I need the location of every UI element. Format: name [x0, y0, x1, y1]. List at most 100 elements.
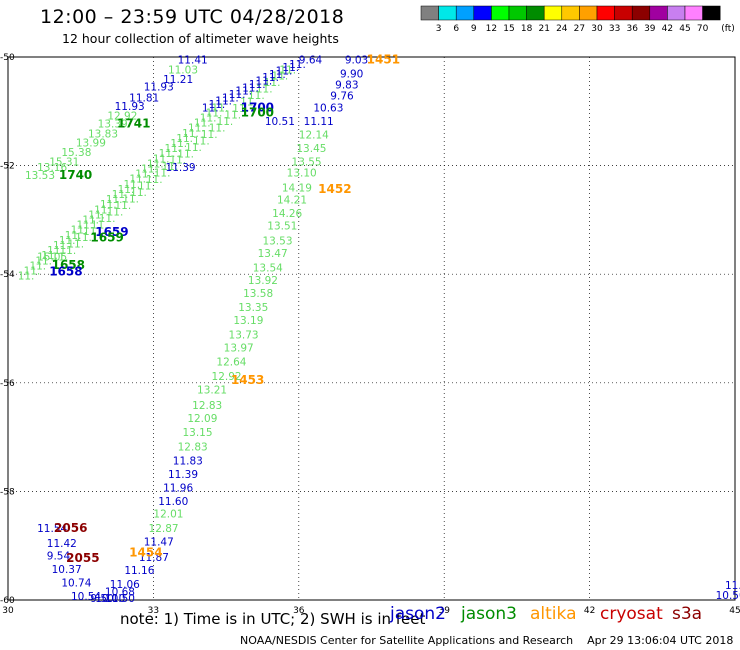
track-mark: 11.: [114, 200, 131, 212]
lon-tick-label: 45: [729, 606, 740, 616]
swh-label: 13.21: [197, 385, 227, 397]
track-mark: 11.: [88, 209, 105, 221]
swh-label: 12.83: [178, 442, 208, 454]
lat-tick-label: -56: [0, 379, 15, 389]
track-mark: 11.: [165, 143, 182, 155]
track-mark: 11.: [240, 97, 257, 109]
track-mark: 11.: [224, 110, 241, 122]
swh-label: 11.21: [163, 74, 193, 86]
time-label: 1454: [129, 546, 162, 560]
track-mark: 11.: [222, 92, 239, 104]
track-mark: 11.: [75, 232, 92, 244]
swh-label: 10.50: [105, 593, 135, 605]
lat-tick-label: -54: [0, 270, 15, 280]
lat-tick-label: -60: [0, 596, 15, 606]
lon-tick-label: 30: [2, 606, 14, 616]
satellite-s3a: s3a: [672, 604, 703, 624]
swh-label: 11.16: [124, 565, 154, 577]
swh-label: 11.54: [37, 523, 67, 535]
track-mark: 11.: [200, 113, 217, 125]
altimeter-map: 30 33 36 39 42 45-50-52-54-56-58-6011.11.11.1…: [0, 53, 740, 616]
track-mark: 11.: [129, 174, 146, 186]
track-mark: 11.: [206, 107, 223, 119]
swh-label: 11.11: [304, 116, 334, 128]
time-label: 1700: [241, 106, 274, 120]
legend-tick: 27: [574, 24, 585, 34]
track-mark: 11.: [76, 220, 93, 232]
swh-label: 11.96: [163, 482, 193, 494]
track-mark: 11.: [47, 245, 64, 257]
swh-label: 13.97: [224, 342, 254, 354]
legend-tick: 3: [436, 24, 442, 34]
lat-tick-label: -52: [0, 162, 15, 172]
swh-label: 11.87: [139, 552, 169, 564]
time-label: 1658: [52, 258, 85, 272]
track-mark: 11.: [229, 89, 246, 101]
swh-label: 12.92: [212, 371, 242, 383]
swh-label: 11.42: [47, 538, 77, 550]
swh-label: 13.10: [287, 167, 317, 179]
legend-swatch: [702, 5, 721, 21]
track-mark: 11.: [35, 255, 52, 267]
legend-tick: 12: [486, 24, 497, 34]
swh-label: 11.41: [178, 55, 208, 67]
track-mark: 11.: [262, 72, 279, 84]
legend-tick: 70: [697, 24, 709, 34]
swh-label: 10.54: [71, 591, 101, 603]
lon-tick-label: 36: [293, 606, 305, 616]
track-mark: 11.: [159, 148, 176, 160]
swh-label: 13.73: [229, 329, 259, 341]
swh-label: 10.68: [105, 587, 135, 599]
swh-label: 12.09: [187, 413, 217, 425]
swh-label: 11.81: [129, 93, 159, 105]
swh-label: 14.21: [277, 195, 307, 207]
track-mark: 11.: [202, 102, 219, 114]
swh-label: 9.76: [330, 90, 354, 102]
swh-label: 10.37: [52, 564, 82, 576]
time-label: 1453: [231, 373, 264, 387]
track-mark: 11.: [52, 252, 69, 264]
page-subtitle: 12 hour collection of altimeter wave hei…: [62, 31, 339, 46]
swh-label: 13.39: [98, 119, 128, 131]
track-mark: 11.: [212, 102, 229, 114]
track-mark: 11.: [82, 215, 99, 227]
swh-label: 13.51: [267, 221, 297, 233]
swh-label: 11.83: [173, 455, 203, 467]
track-mark: 11.: [177, 148, 194, 160]
time-label: 1452: [318, 182, 351, 196]
swh-label: 11.06: [110, 579, 140, 591]
swh-label: 9.64: [299, 55, 323, 67]
swh-label: 11.60: [158, 496, 188, 508]
swh-label: 13.99: [76, 138, 106, 150]
track-mark: 11.: [41, 250, 58, 262]
color-legend: 3 6 9 12 15 18 21 24 27 30 33 36 39 42 45 70 (ft): [420, 5, 735, 34]
swh-label: 10.10: [95, 593, 125, 605]
swh-label: 13.19: [233, 315, 263, 327]
track-mark: 11.: [201, 129, 218, 141]
swh-label: 13.54: [253, 262, 283, 274]
swh-label: 9.90: [340, 69, 363, 81]
swh-label: 12.87: [149, 523, 179, 535]
track-mark: 11.: [279, 64, 296, 76]
swh-label: 13.45: [296, 143, 326, 155]
legend-tick: 6: [453, 24, 459, 34]
track-mark: 11.: [154, 168, 171, 180]
track-mark: 11.: [176, 133, 193, 145]
swh-label: 13.53: [25, 170, 55, 182]
time-label: 1741: [117, 117, 150, 131]
legend-tick: 30: [591, 24, 603, 34]
track-mark: 11.: [112, 189, 129, 201]
track-mark: 11.: [215, 96, 232, 108]
track-mark: 11.: [100, 199, 117, 211]
swh-label: 15.31: [49, 157, 79, 169]
page-title: 12:00 – 23:59 UTC 04/28/2018: [40, 6, 345, 28]
satellite-jason2: jason2: [390, 604, 446, 624]
swh-label: 11.03: [168, 64, 198, 76]
swh-label: 13.15: [182, 427, 212, 439]
track-mark: 11.: [170, 138, 187, 150]
track-mark: 11.: [182, 128, 199, 140]
track-mark: 11.: [122, 193, 139, 205]
time-label: 1700: [241, 100, 274, 114]
swh-label: 13.16: [37, 162, 67, 174]
track-mark: 11.: [107, 206, 124, 218]
